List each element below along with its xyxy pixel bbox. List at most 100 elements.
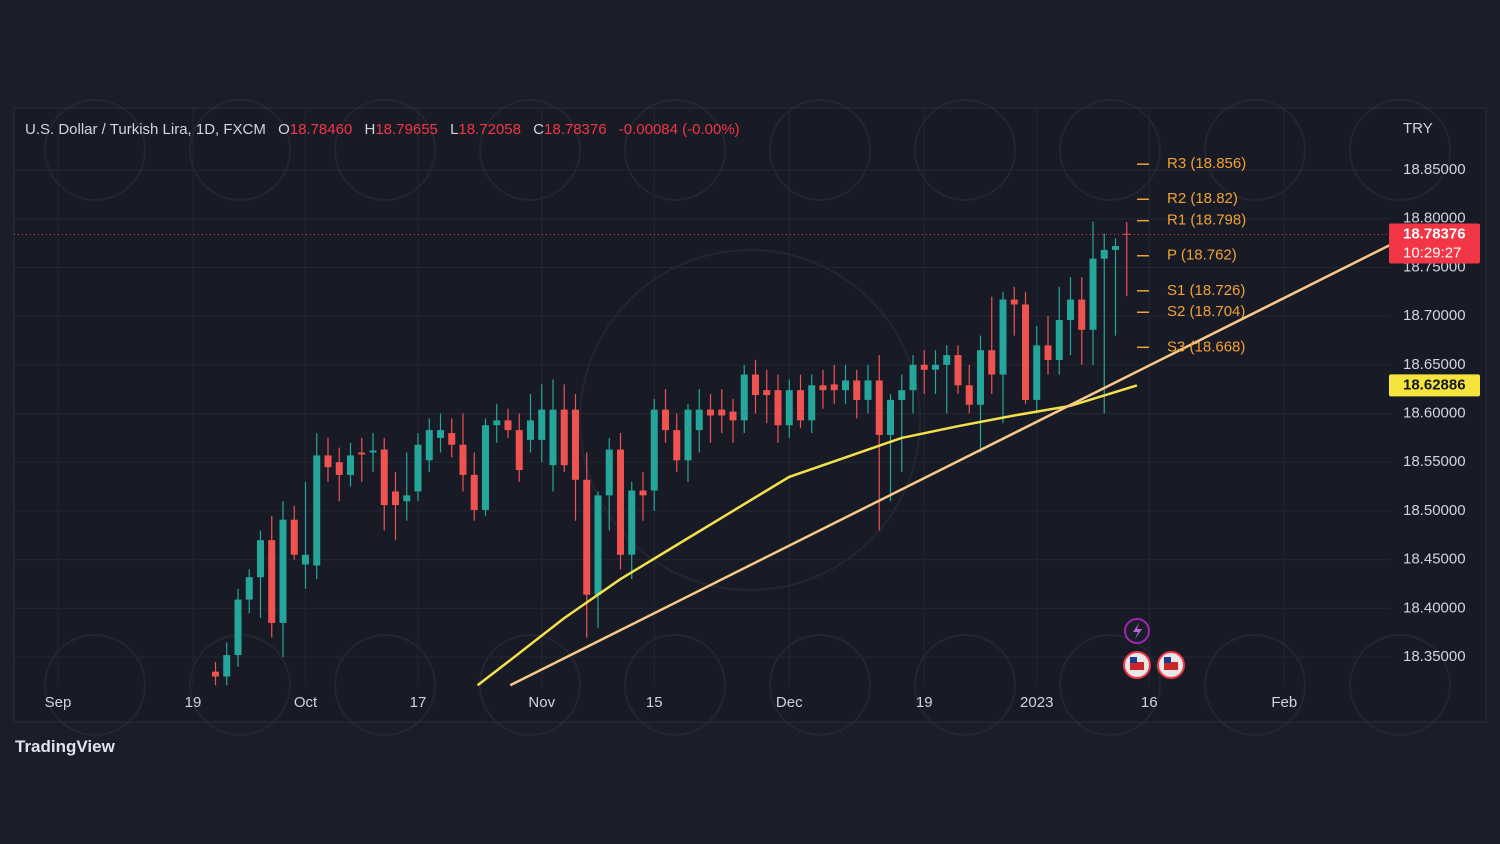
event-icons[interactable] <box>1123 618 1185 679</box>
candle-body <box>515 430 523 471</box>
branding[interactable]: TradingView <box>15 737 115 757</box>
y-tick-label: 18.70000 <box>1403 307 1466 324</box>
x-tick-label: 17 <box>410 694 427 711</box>
flag-stripes <box>1164 662 1178 670</box>
candle-body <box>1100 249 1108 259</box>
ohlc-value: 18.78376 <box>544 121 607 138</box>
candle-body <box>1111 246 1119 250</box>
pivot-label: S3 (18.668) <box>1167 338 1245 355</box>
candle-body <box>931 364 939 370</box>
candle-body <box>571 409 579 480</box>
y-tick-label: 18.80000 <box>1403 210 1466 227</box>
x-tick-label: 19 <box>916 694 933 711</box>
candle-body <box>211 671 219 677</box>
candle-body <box>560 409 568 466</box>
x-tick-label: Dec <box>776 694 803 711</box>
pivot-label: R2 (18.82) <box>1167 190 1238 207</box>
y-tick-label: 18.35000 <box>1403 648 1466 665</box>
y-tick-label: 18.50000 <box>1403 502 1466 519</box>
candle-body <box>605 449 613 496</box>
candle-body <box>268 540 276 623</box>
candle-body <box>504 420 512 431</box>
candle-body <box>1055 320 1063 360</box>
candle-body <box>301 554 309 565</box>
candle-body <box>459 444 467 475</box>
candle-body <box>526 420 534 440</box>
candle-body <box>639 490 647 496</box>
candle-body <box>684 409 692 461</box>
candle-body <box>583 479 591 595</box>
candle-body <box>549 409 557 466</box>
candle-body <box>898 390 906 400</box>
candle-body <box>1010 299 1018 305</box>
ohlc-key: H <box>364 121 376 138</box>
trendline <box>509 243 1391 687</box>
candle-body <box>245 577 253 600</box>
candle-body <box>448 433 456 445</box>
candle-body <box>481 425 489 510</box>
x-tick-label: 16 <box>1141 694 1158 711</box>
x-tick-label: Feb <box>1271 694 1297 711</box>
candle-body <box>673 430 681 461</box>
candle-body <box>358 452 366 455</box>
pivot-label: S1 (18.726) <box>1167 282 1245 299</box>
candle-body <box>841 380 849 391</box>
y-tick-label: 18.65000 <box>1403 356 1466 373</box>
candle-body <box>943 355 951 365</box>
candle-body <box>763 390 771 396</box>
y-tick-label: 18.60000 <box>1403 405 1466 422</box>
pivot-label: S2 (18.704) <box>1167 303 1245 320</box>
candle-body <box>594 495 602 595</box>
candle-body <box>290 519 298 555</box>
candle-body <box>628 490 636 555</box>
candle-body <box>1033 345 1041 400</box>
flag-canton <box>1164 657 1171 663</box>
y-tick-label: 18.40000 <box>1403 599 1466 616</box>
pivot-label: P (18.762) <box>1167 247 1237 264</box>
symbol-title: U.S. Dollar / Turkish Lira, 1D, FXCM <box>25 121 266 138</box>
candle-body <box>886 399 894 435</box>
candle-body <box>380 449 388 506</box>
candle-body <box>256 540 264 578</box>
flag-stripes <box>1130 662 1144 670</box>
candle-body <box>808 385 816 421</box>
candle-body <box>999 299 1007 375</box>
candle-body <box>853 380 861 400</box>
candle-body <box>538 409 546 440</box>
candle-body <box>313 455 321 566</box>
countdown-label: 10:29:27 <box>1403 245 1461 262</box>
candle-body <box>976 350 984 405</box>
x-tick-label: Oct <box>294 694 318 711</box>
candle-body <box>436 430 444 438</box>
candle-body <box>909 364 917 391</box>
pivot-label: R1 (18.798) <box>1167 212 1246 229</box>
ohlc-key: O <box>278 121 290 138</box>
x-tick-label: Nov <box>528 694 555 711</box>
x-tick-label: 15 <box>646 694 663 711</box>
candle-body <box>920 364 928 370</box>
brand-text[interactable]: TradingView <box>15 737 115 756</box>
candle-body <box>1089 258 1097 330</box>
candle-body <box>493 420 501 426</box>
price-label: 18.78376 <box>1403 226 1466 243</box>
candle-body <box>988 350 996 375</box>
ohlc-value: 18.79655 <box>375 121 438 138</box>
candle-body <box>324 455 332 468</box>
candle-body <box>774 390 782 426</box>
x-tick-label: Sep <box>45 694 72 711</box>
candle-body <box>819 385 827 391</box>
change: -0.00084 (-0.00%) <box>618 121 740 138</box>
candle-body <box>785 390 793 426</box>
candle-body <box>954 355 962 386</box>
candle-body <box>706 409 714 416</box>
candle-body <box>346 455 354 475</box>
price-label: 18.62886 <box>1403 376 1466 393</box>
flag-canton <box>1130 657 1137 663</box>
ohlc-key: L <box>450 121 459 138</box>
candle-body <box>1021 304 1029 400</box>
candle-body <box>425 430 433 461</box>
candle-body <box>335 462 343 475</box>
candle-body <box>1066 299 1074 321</box>
x-tick-label: 2023 <box>1020 694 1053 711</box>
